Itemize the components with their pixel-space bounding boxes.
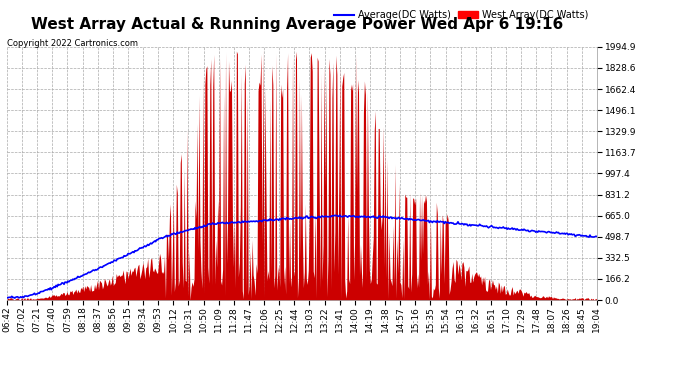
Text: West Array Actual & Running Average Power Wed Apr 6 19:16: West Array Actual & Running Average Powe… [30,17,563,32]
Text: Copyright 2022 Cartronics.com: Copyright 2022 Cartronics.com [7,39,138,48]
Legend: Average(DC Watts), West Array(DC Watts): Average(DC Watts), West Array(DC Watts) [331,6,592,24]
